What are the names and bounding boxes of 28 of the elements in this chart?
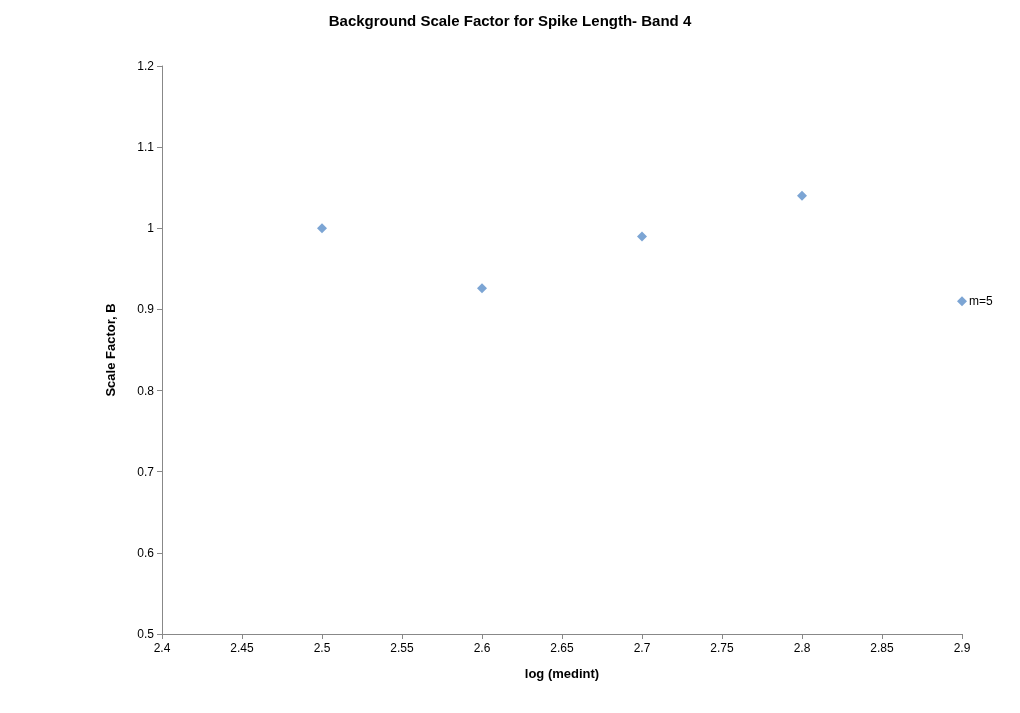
x-tick-label: 2.8 bbox=[793, 641, 811, 655]
x-tick-label: 2.85 bbox=[870, 641, 894, 655]
point bbox=[477, 283, 487, 294]
x-tick-label: 2.55 bbox=[390, 641, 414, 655]
x-tick-label: 2.6 bbox=[473, 641, 491, 655]
y-axis-title: Scale Factor, B bbox=[103, 303, 118, 397]
x-tick-label: 2.4 bbox=[153, 641, 171, 655]
x-tick-label: 2.9 bbox=[953, 641, 971, 655]
point bbox=[637, 231, 647, 242]
y-tick-label: 1 bbox=[147, 221, 155, 236]
x-tick-label: 2.75 bbox=[710, 641, 734, 655]
y-tick-label: 0.5 bbox=[137, 627, 155, 641]
y-tick-label: 0.8 bbox=[137, 383, 155, 398]
x-tick-label: 2.5 bbox=[313, 641, 331, 655]
y-tick-label: 0.6 bbox=[137, 545, 155, 560]
y-tick-label: 0.9 bbox=[137, 302, 155, 317]
x-tick-label: 2.65 bbox=[550, 641, 574, 655]
y-tick-label: 0.7 bbox=[137, 464, 155, 479]
y-tick-label: 1.2 bbox=[137, 59, 155, 73]
y-tick-label: 1.1 bbox=[137, 140, 155, 155]
annotation: m=5 bbox=[969, 294, 993, 309]
point bbox=[797, 190, 807, 201]
point bbox=[957, 296, 967, 307]
x-axis-title: log (medint) bbox=[524, 666, 600, 681]
x-tick-label: 2.45 bbox=[230, 641, 254, 655]
chart-title: Background Scale Factor for Spike Length- Band 4 bbox=[328, 12, 692, 29]
point bbox=[317, 223, 327, 234]
x-tick-label: 2.7 bbox=[633, 641, 651, 655]
